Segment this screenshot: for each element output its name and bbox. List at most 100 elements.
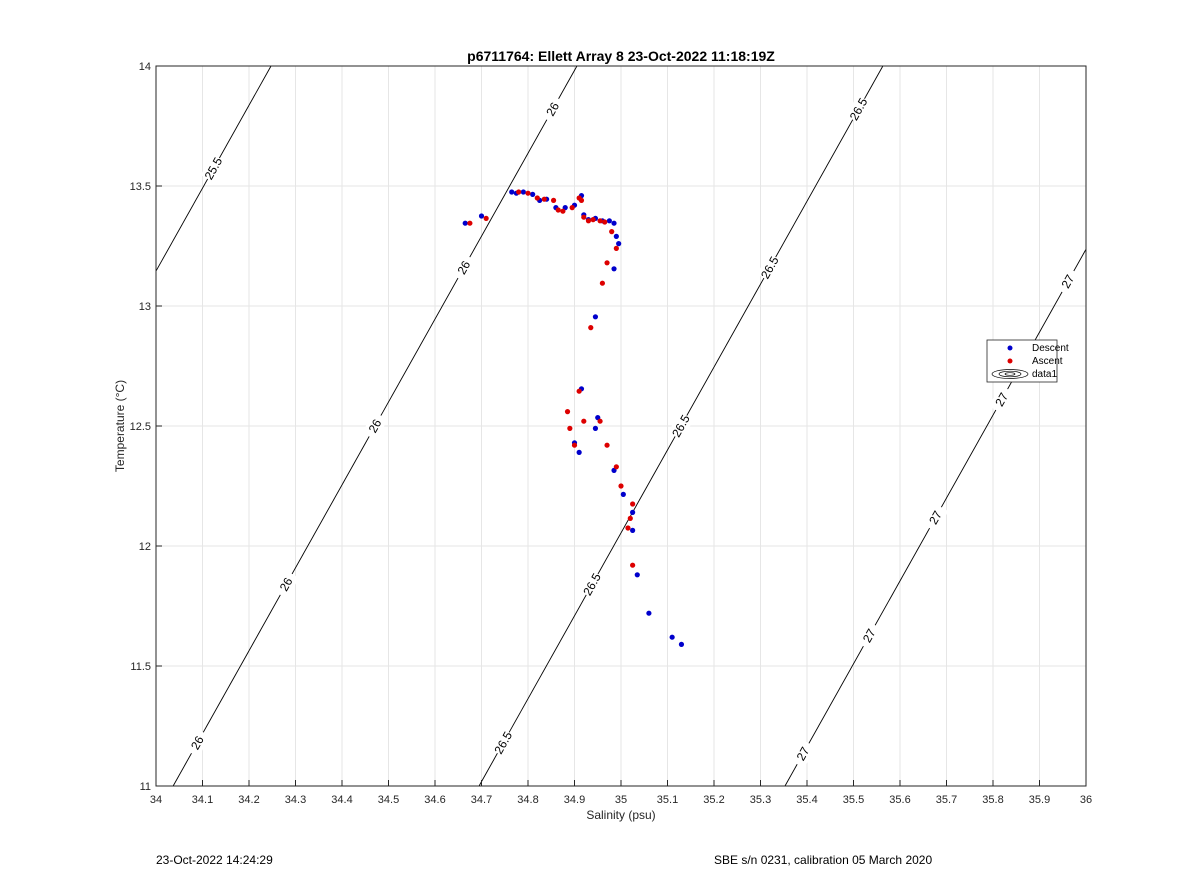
point-ascent xyxy=(599,280,606,286)
x-tick-label: 34.6 xyxy=(424,794,445,806)
chart-title: p6711764: Ellett Array 8 23-Oct-2022 11:… xyxy=(467,48,775,64)
legend-marker-contour xyxy=(991,369,1029,379)
x-tick-label: 35.3 xyxy=(750,794,771,806)
contour-label-bg xyxy=(1055,267,1081,296)
point-ascent xyxy=(597,218,603,224)
contour-label-bg xyxy=(856,621,883,651)
contour-label: 26 xyxy=(277,575,296,594)
point-descent xyxy=(592,425,599,431)
point-descent xyxy=(611,266,617,272)
point-ascent xyxy=(467,220,473,226)
footer-timestamp: 23-Oct-2022 14:24:29 xyxy=(156,853,273,867)
x-tick-label: 34.8 xyxy=(517,794,538,806)
point-descent xyxy=(520,189,526,195)
point-ascent xyxy=(567,425,573,431)
contour-label-bg xyxy=(756,253,783,282)
axis-ticks: 34 34.1 34.2 34.3 34.4 34.5 34.6 34.7 34.8 34.9 35… xyxy=(130,61,1093,806)
y-tick-label: 12.5 xyxy=(130,421,151,433)
x-tick-label: 34.2 xyxy=(238,794,259,806)
x-tick-label: 35.4 xyxy=(796,794,817,806)
contour-label-bg xyxy=(184,728,211,758)
contour-label-bg xyxy=(273,570,300,599)
point-ascent xyxy=(588,325,594,331)
contour-label: 27 xyxy=(1059,272,1078,291)
point-descent xyxy=(613,233,619,239)
point-ascent xyxy=(627,515,633,522)
point-descent xyxy=(646,610,652,616)
point-descent xyxy=(630,527,636,534)
x-tick-label: 34.1 xyxy=(192,794,213,806)
point-descent xyxy=(530,191,536,197)
point-descent xyxy=(634,572,640,578)
point-ascent xyxy=(525,190,531,196)
point-descent xyxy=(462,220,468,226)
contour-label: 27 xyxy=(926,508,945,527)
point-ascent xyxy=(597,418,603,424)
contour-label: 27 xyxy=(860,626,879,645)
data-points xyxy=(462,189,685,648)
x-tick-label: 35.6 xyxy=(889,794,910,806)
legend: Descent Ascent data1 xyxy=(986,339,1069,383)
point-ascent xyxy=(613,245,619,251)
legend-label-ascent: Ascent xyxy=(1032,356,1063,367)
x-tick-label: 34.9 xyxy=(564,794,585,806)
x-tick-label: 35.9 xyxy=(1029,794,1050,806)
contour-label: 26 xyxy=(543,100,562,119)
y-tick-label: 13 xyxy=(139,301,151,313)
contour-label: 26 xyxy=(188,733,207,752)
point-ascent xyxy=(630,501,636,507)
point-ascent xyxy=(483,215,489,221)
y-tick-label: 11 xyxy=(140,781,151,793)
x-tick-label: 34.5 xyxy=(378,794,399,806)
contour-label-bg xyxy=(200,154,227,183)
point-descent xyxy=(620,491,626,497)
point-descent xyxy=(576,449,582,455)
point-ascent xyxy=(581,214,587,220)
x-tick-label: 35.7 xyxy=(936,794,957,806)
x-tick-label: 36 xyxy=(1080,794,1092,806)
point-ascent xyxy=(564,409,571,415)
contour-label-bg xyxy=(845,94,872,124)
point-ascent xyxy=(571,442,578,448)
point-ascent xyxy=(555,207,561,213)
point-ascent xyxy=(609,229,615,235)
legend-label-data1: data1 xyxy=(1032,369,1057,380)
x-tick-label: 35.5 xyxy=(843,794,864,806)
point-ascent xyxy=(604,442,610,448)
point-ascent xyxy=(560,208,566,214)
point-ascent xyxy=(516,189,522,195)
y-tick-label: 13.5 xyxy=(130,181,151,193)
point-ascent xyxy=(590,217,596,223)
contour-label: 26 xyxy=(366,416,385,435)
x-tick-label: 34.7 xyxy=(471,794,492,806)
contour-label-bg xyxy=(490,728,517,758)
contour-label-bg xyxy=(790,739,816,769)
point-ascent xyxy=(613,464,619,470)
point-ascent xyxy=(630,562,636,568)
legend-marker-ascent xyxy=(1007,358,1013,364)
grid-lines xyxy=(156,66,1086,786)
point-ascent xyxy=(581,418,587,424)
contour-label-bg xyxy=(988,385,1015,414)
point-ascent xyxy=(578,197,585,203)
x-tick-label: 34.4 xyxy=(331,794,352,806)
point-descent xyxy=(606,218,612,224)
x-tick-label: 35.1 xyxy=(657,794,678,806)
contour-label-bg xyxy=(668,411,694,441)
y-axis-label: Temperature (°C) xyxy=(113,380,127,472)
x-axis-label: Salinity (psu) xyxy=(586,808,655,822)
point-ascent xyxy=(618,483,624,489)
density-contours: 25.5262626262626.526.526.526.526.5272727… xyxy=(155,65,1087,787)
point-descent xyxy=(478,213,485,219)
point-ascent xyxy=(604,260,610,266)
point-ascent xyxy=(576,388,582,394)
contour-label-bg xyxy=(362,411,388,441)
point-ascent xyxy=(569,205,575,211)
point-descent xyxy=(669,634,675,640)
contour-label: 27 xyxy=(794,744,813,763)
point-descent xyxy=(509,189,515,195)
point-descent xyxy=(616,241,622,247)
contour-label: 26 xyxy=(455,258,474,277)
legend-label-descent: Descent xyxy=(1032,343,1069,354)
